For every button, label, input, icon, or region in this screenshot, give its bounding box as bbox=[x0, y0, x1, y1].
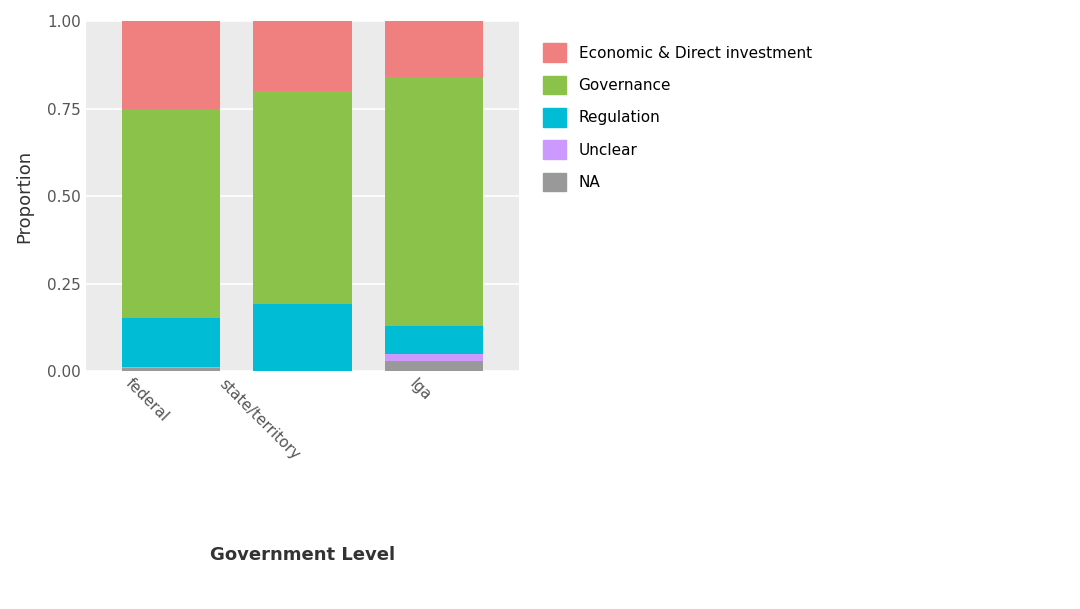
Bar bbox=[253, 304, 352, 371]
Bar bbox=[253, 21, 352, 91]
Y-axis label: Proportion: Proportion bbox=[15, 149, 33, 242]
X-axis label: Government Level: Government Level bbox=[210, 546, 395, 563]
Bar bbox=[122, 319, 220, 367]
Bar bbox=[122, 367, 220, 368]
Bar bbox=[253, 91, 352, 304]
Bar bbox=[384, 354, 484, 361]
Bar bbox=[122, 368, 220, 371]
Bar bbox=[122, 21, 220, 108]
Bar bbox=[384, 326, 484, 354]
Bar bbox=[384, 21, 484, 77]
Bar bbox=[384, 77, 484, 326]
Bar bbox=[384, 361, 484, 371]
Bar bbox=[122, 108, 220, 319]
Legend: Economic & Direct investment, Governance, Regulation, Unclear, NA: Economic & Direct investment, Governance… bbox=[536, 36, 820, 199]
